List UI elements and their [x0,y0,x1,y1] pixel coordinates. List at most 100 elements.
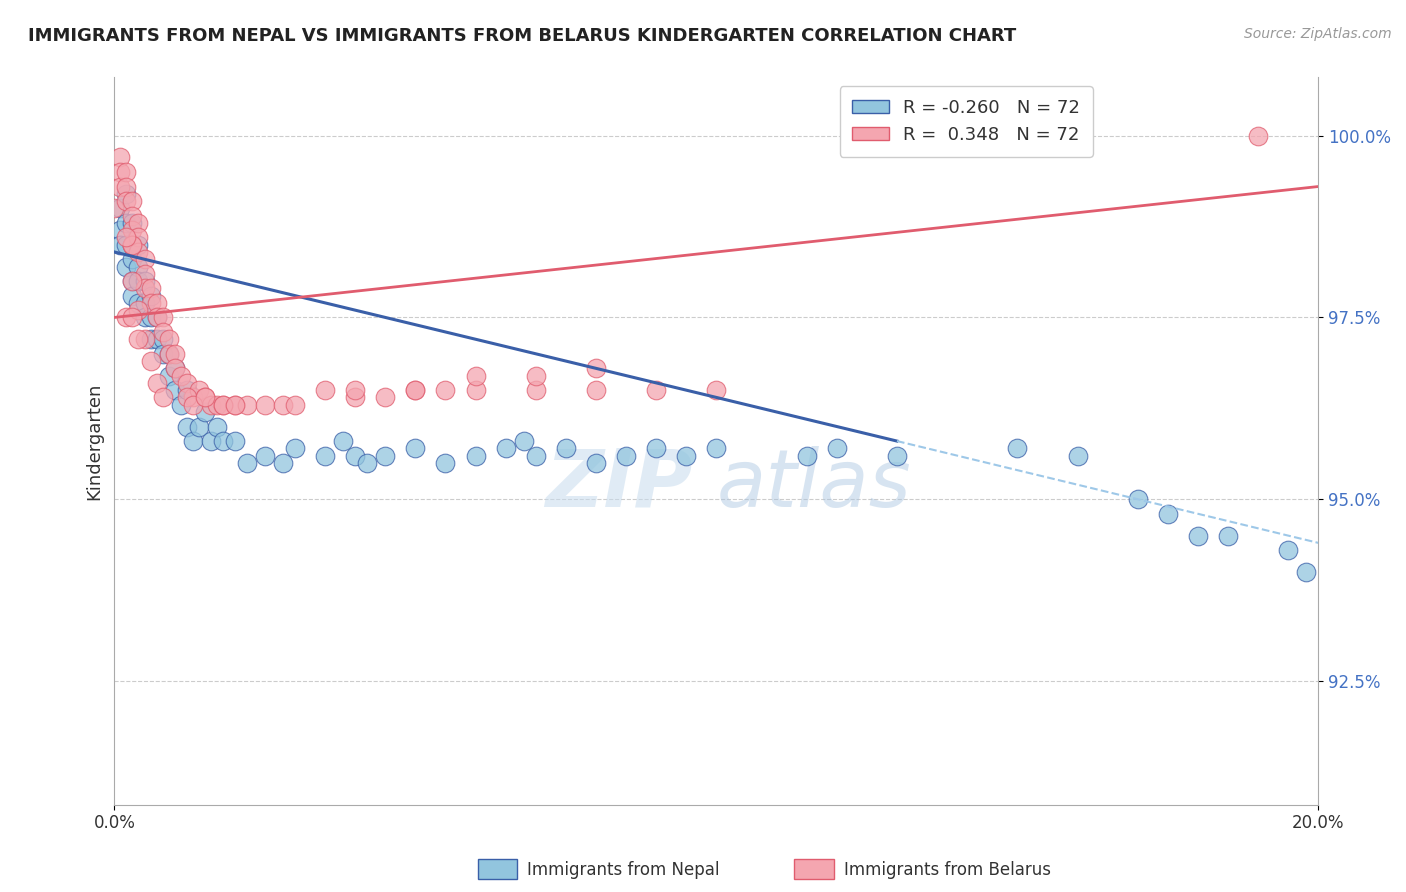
Point [271,456,294,470]
Point [127,244,149,259]
Point [1007,442,1029,456]
Point [1126,492,1149,507]
Point [152,347,174,361]
Point [163,361,186,376]
Point [176,419,198,434]
Point [157,332,180,346]
Point [271,398,294,412]
Point [434,383,457,397]
Point [1157,507,1180,521]
Point [181,398,204,412]
Point [187,383,209,397]
Point [110,179,132,194]
Point [115,194,138,208]
Point [139,288,162,302]
Point [110,223,132,237]
Point [103,202,125,216]
Point [211,434,233,448]
Point [134,332,156,346]
Point [127,274,149,288]
Point [145,310,167,325]
Point [127,303,149,318]
Point [176,383,198,397]
Point [404,383,426,397]
Point [464,449,486,463]
Point [152,391,174,405]
Point [134,281,156,295]
Point [886,449,908,463]
Point [115,216,138,230]
Point [314,449,336,463]
Point [253,398,276,412]
Point [796,449,818,463]
Point [1216,528,1239,542]
Point [121,223,143,237]
Point [236,456,259,470]
Point [145,296,167,310]
Point [194,391,217,405]
Point [163,383,186,397]
Point [157,347,180,361]
Point [139,332,162,346]
Point [645,442,668,456]
Point [434,456,457,470]
Point [356,456,378,470]
Point [1187,528,1209,542]
Point [121,194,143,208]
Point [236,398,259,412]
Point [121,274,143,288]
Point [524,383,547,397]
Point [110,165,132,179]
Point [121,237,143,252]
Point [374,449,396,463]
Point [181,434,204,448]
Point [115,260,138,274]
Point [157,347,180,361]
Point [127,230,149,244]
Point [704,383,727,397]
Point [554,442,576,456]
Text: Source: ZipAtlas.com: Source: ZipAtlas.com [1244,27,1392,41]
Text: ZIP: ZIP [546,446,692,524]
Point [404,442,426,456]
Point [200,434,222,448]
Point [127,260,149,274]
Point [145,310,167,325]
Point [1277,543,1299,558]
Point [1247,128,1270,143]
Point [344,383,367,397]
Point [524,449,547,463]
Point [121,252,143,267]
Point [169,368,191,383]
Point [115,310,138,325]
Point [152,332,174,346]
Point [284,442,307,456]
Point [224,398,246,412]
Point [464,368,486,383]
Point [1295,565,1317,579]
Point [139,354,162,368]
Point [127,296,149,310]
Point [115,165,138,179]
Point [645,383,668,397]
Legend: R = -0.260   N = 72, R =  0.348   N = 72: R = -0.260 N = 72, R = 0.348 N = 72 [839,87,1092,157]
Point [110,237,132,252]
Point [524,368,547,383]
Point [134,267,156,281]
Point [253,449,276,463]
Point [181,391,204,405]
Point [585,361,607,376]
Point [200,398,222,412]
Point [134,296,156,310]
Point [374,391,396,405]
Point [344,449,367,463]
Point [115,186,138,201]
Point [134,252,156,267]
Point [314,383,336,397]
Point [585,383,607,397]
Point [115,237,138,252]
Point [121,310,143,325]
Point [169,398,191,412]
Point [1066,449,1088,463]
Point [176,391,198,405]
